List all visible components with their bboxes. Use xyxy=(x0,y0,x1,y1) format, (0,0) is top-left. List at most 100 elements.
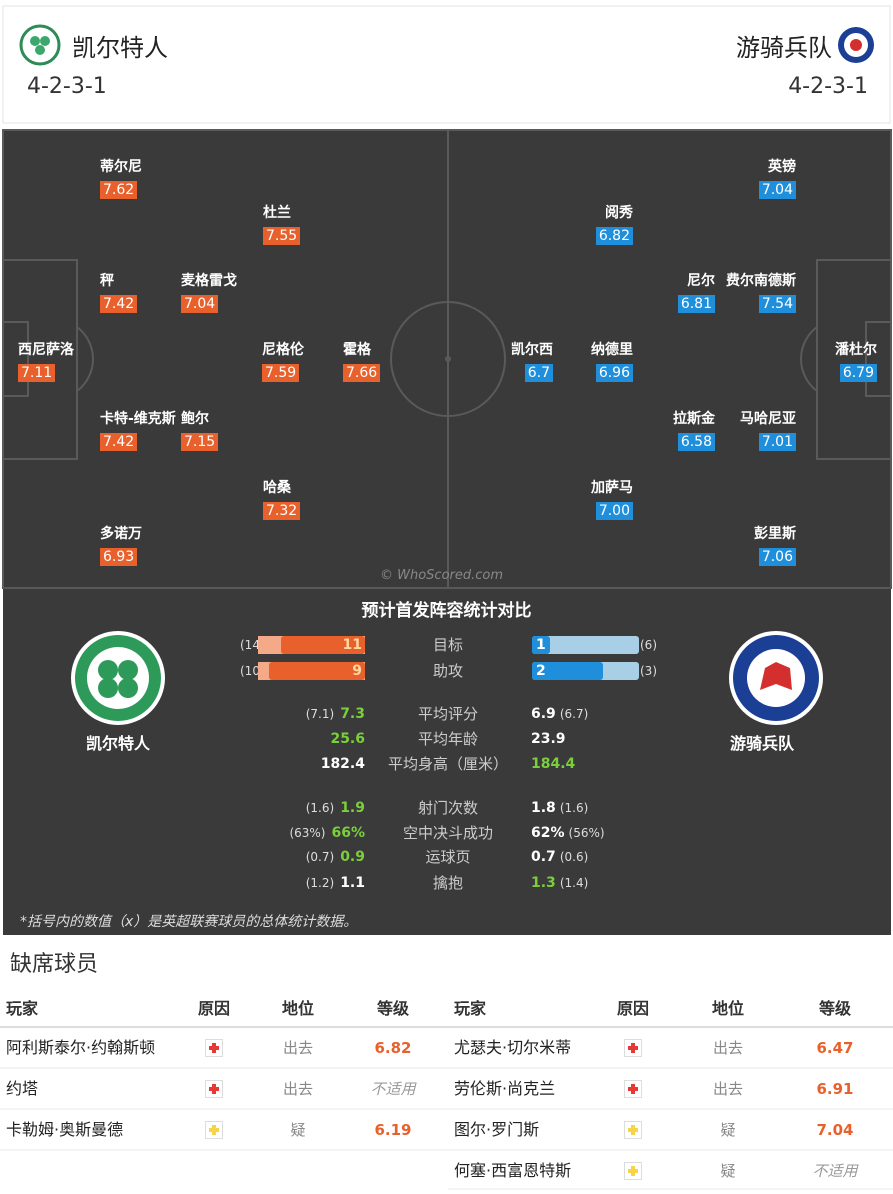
away-logo-small xyxy=(838,27,874,63)
player-name: 凯尔西 xyxy=(511,342,553,358)
stat-label: 擒抱 xyxy=(432,874,463,892)
away-league: (0.6) xyxy=(559,850,589,864)
comparison-title: 预计首发阵容统计对比 xyxy=(361,601,532,621)
player: 约塔 xyxy=(6,1079,39,1098)
player: 卡勒姆·奥斯曼德 xyxy=(6,1120,124,1139)
player-rating: 7.06 xyxy=(758,548,796,566)
column-header: 等级 xyxy=(376,999,409,1018)
away-stat: 62% (56%) xyxy=(531,823,605,843)
home-value: 9 xyxy=(352,663,362,679)
home-logo-small xyxy=(19,24,61,66)
home-value: 1.9 xyxy=(340,800,365,816)
stat-label: 运球页 xyxy=(425,848,471,866)
column-header: 原因 xyxy=(197,999,230,1018)
watermark: © WhoScored.com xyxy=(380,568,504,583)
away-stat: 1.3 (1.4) xyxy=(531,873,588,893)
reason-icon xyxy=(205,1121,223,1139)
player-rating: 7.54 xyxy=(758,295,796,313)
cross-v xyxy=(212,1125,216,1135)
player: 何塞·西富恩特斯 xyxy=(454,1161,572,1180)
status: 疑 xyxy=(290,1121,306,1139)
player-name: 霍格 xyxy=(343,342,371,358)
rating: 6.91 xyxy=(816,1080,854,1098)
away-league: (1.6) xyxy=(559,801,589,815)
player-name: 拉斯金 xyxy=(673,411,715,427)
away-league-bar xyxy=(532,636,639,654)
home-value: 0.9 xyxy=(340,849,365,865)
center-spot xyxy=(445,356,451,362)
rating: 不适用 xyxy=(812,1162,858,1180)
player-rating: 7.55 xyxy=(263,227,301,245)
player-name: 麦格雷戈 xyxy=(181,273,237,289)
home-stat: 25.6 xyxy=(330,729,365,749)
player-rating: 7.42 xyxy=(100,295,138,313)
player: 劳伦斯·尚克兰 xyxy=(454,1079,556,1098)
cross-v xyxy=(212,1084,216,1094)
player-name: 尼格伦 xyxy=(262,342,304,358)
player-rating: 7.62 xyxy=(100,181,138,199)
player-name: 西尼萨洛 xyxy=(18,342,74,358)
home-badge xyxy=(71,631,165,725)
home-value: 182.4 xyxy=(320,756,365,772)
away-value: 0.7 xyxy=(531,849,556,865)
home-stat: (63%) 66% xyxy=(289,823,365,843)
away-bar xyxy=(532,662,604,680)
header-card xyxy=(2,5,891,124)
player-rating: 7.00 xyxy=(595,502,633,520)
away-value: 2 xyxy=(536,663,546,679)
player-name: 鲍尔 xyxy=(181,411,209,427)
player-rating: 7.42 xyxy=(100,433,138,451)
player-name: 英镑 xyxy=(768,159,796,175)
player-rating: 7.66 xyxy=(343,364,381,382)
player-rating: 6.81 xyxy=(677,295,715,313)
reason-icon xyxy=(205,1080,223,1098)
status: 出去 xyxy=(282,1039,313,1057)
column-header: 等级 xyxy=(818,999,851,1018)
player-name: 加萨马 xyxy=(591,480,633,496)
home-value: 25.6 xyxy=(330,731,365,747)
away-badge xyxy=(729,631,823,725)
away-formation: 4-2-3-1 xyxy=(788,74,868,99)
rating: 6.47 xyxy=(816,1039,854,1057)
player-rating: 7.32 xyxy=(263,502,301,520)
away-league: (56%) xyxy=(568,826,605,840)
player-name: 费尔南德斯 xyxy=(726,273,796,289)
player-rating: 7.11 xyxy=(18,364,56,382)
player-rating: 7.04 xyxy=(758,181,796,199)
rating: 不适用 xyxy=(370,1080,416,1098)
away-value: 184.4 xyxy=(531,756,576,772)
home-league: (14 xyxy=(240,638,258,652)
player-rating: 7.15 xyxy=(181,433,219,451)
absent-title: 缺席球员 xyxy=(10,952,99,977)
player-rating: 7.04 xyxy=(181,295,219,313)
home-stat: (1.6) 1.9 xyxy=(306,798,365,818)
home-league: (10 xyxy=(240,664,258,678)
player-rating: 6.96 xyxy=(595,364,633,382)
away-bar xyxy=(532,636,550,654)
stat-label: 平均评分 xyxy=(417,705,478,723)
away-name: 游骑兵队 xyxy=(736,34,832,62)
player-name: 纳德里 xyxy=(591,342,633,358)
status: 出去 xyxy=(712,1080,743,1098)
stat-label: 助攻 xyxy=(432,662,463,680)
reason-icon xyxy=(205,1039,223,1057)
away-stat: 6.9 (6.7) xyxy=(531,704,588,724)
home-team: 凯尔特人 xyxy=(85,734,150,753)
away-value: 1.3 xyxy=(531,875,556,891)
player-name: 卡特-维克斯 xyxy=(100,411,176,427)
home-bar xyxy=(280,636,365,654)
home-league: (63%) xyxy=(289,826,326,840)
away-league: (1.4) xyxy=(559,876,589,890)
away-league: (6) xyxy=(640,638,657,652)
player-name: 阅秀 xyxy=(605,205,633,221)
stat-label: 平均身高（厘米） xyxy=(387,755,508,773)
player-name: 潘杜尔 xyxy=(835,342,877,358)
away-value: 62% xyxy=(531,825,565,841)
home-bar xyxy=(268,662,365,680)
status: 疑 xyxy=(720,1162,736,1180)
home-league: (0.7) xyxy=(305,850,335,864)
column-header: 地位 xyxy=(711,999,744,1018)
status: 出去 xyxy=(712,1039,743,1057)
